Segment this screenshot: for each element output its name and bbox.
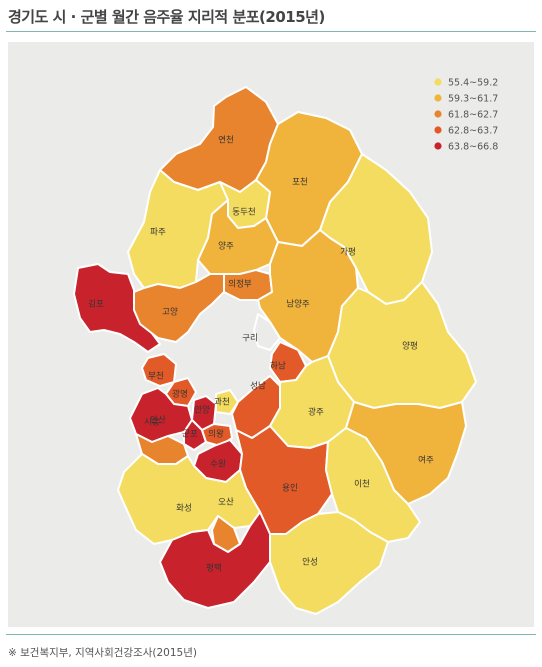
region-goyang[interactable] — [133, 273, 225, 343]
region-label: 이천 — [354, 479, 370, 490]
source-note: ※ 보건복지부, 지역사회건강조사(2015년) — [8, 647, 197, 659]
region-label: 부천 — [148, 371, 164, 382]
region-label: 연천 — [218, 135, 234, 146]
region-label: 포천 — [292, 177, 308, 188]
region-label: 고양 — [162, 307, 178, 318]
legend-swatch — [434, 78, 442, 86]
region-label: 여주 — [418, 455, 434, 466]
region-anseong[interactable] — [269, 511, 389, 615]
region-label: 안성 — [302, 557, 318, 568]
legend-label: 59.3~61.7 — [448, 94, 498, 105]
source-divider — [6, 634, 536, 635]
legend-label: 63.8~66.8 — [448, 142, 498, 153]
region-label: 용인 — [282, 483, 298, 494]
region-label: 의왕 — [208, 429, 224, 440]
map-title: 경기도 시 · 군별 월간 음주율 지리적 분포(2015년) — [8, 8, 325, 26]
legend-swatch — [434, 94, 442, 102]
title-divider — [6, 31, 536, 32]
region-label: 평택 — [206, 563, 222, 574]
region-label: 남양주 — [286, 299, 310, 310]
region-label: 군포 — [182, 430, 198, 440]
legend-swatch — [434, 142, 442, 150]
region-bucheon[interactable] — [141, 353, 177, 387]
region-label: 과천 — [214, 397, 230, 408]
region-guri[interactable] — [253, 313, 281, 351]
legend-label: 62.8~63.7 — [448, 126, 498, 137]
region-label: 안양 — [194, 405, 210, 416]
region-label: 의정부 — [228, 279, 252, 290]
region-label: 안산 — [150, 415, 166, 426]
region-label: 양평 — [402, 341, 418, 352]
region-uiwang[interactable] — [201, 423, 233, 447]
region-label: 파주 — [150, 228, 166, 238]
region-label: 광명 — [172, 389, 188, 400]
region-label: 양주 — [218, 241, 234, 252]
legend-label: 55.4~59.2 — [448, 78, 498, 89]
region-icheon[interactable] — [325, 427, 421, 543]
region-label: 시흥 — [144, 417, 160, 428]
region-label: 가평 — [340, 247, 356, 258]
region-label: 구리 — [242, 334, 258, 344]
region-label: 화성 — [176, 504, 192, 514]
region-gimpo[interactable] — [73, 263, 161, 353]
region-label: 동두천 — [232, 207, 255, 218]
legend-label: 61.8~62.7 — [448, 110, 498, 121]
region-label: 하남 — [270, 361, 286, 372]
region-label: 오산 — [218, 497, 234, 508]
legend-swatch — [434, 126, 442, 134]
legend-swatch — [434, 110, 442, 118]
region-label: 수원 — [210, 460, 226, 470]
region-label: 김포 — [88, 299, 104, 310]
legend: 55.4~59.2 59.3~61.7 61.8~62.7 62.8~63.7 63.8… — [434, 78, 498, 153]
region-label: 성남 — [250, 382, 266, 392]
region-label: 광주 — [308, 407, 324, 418]
